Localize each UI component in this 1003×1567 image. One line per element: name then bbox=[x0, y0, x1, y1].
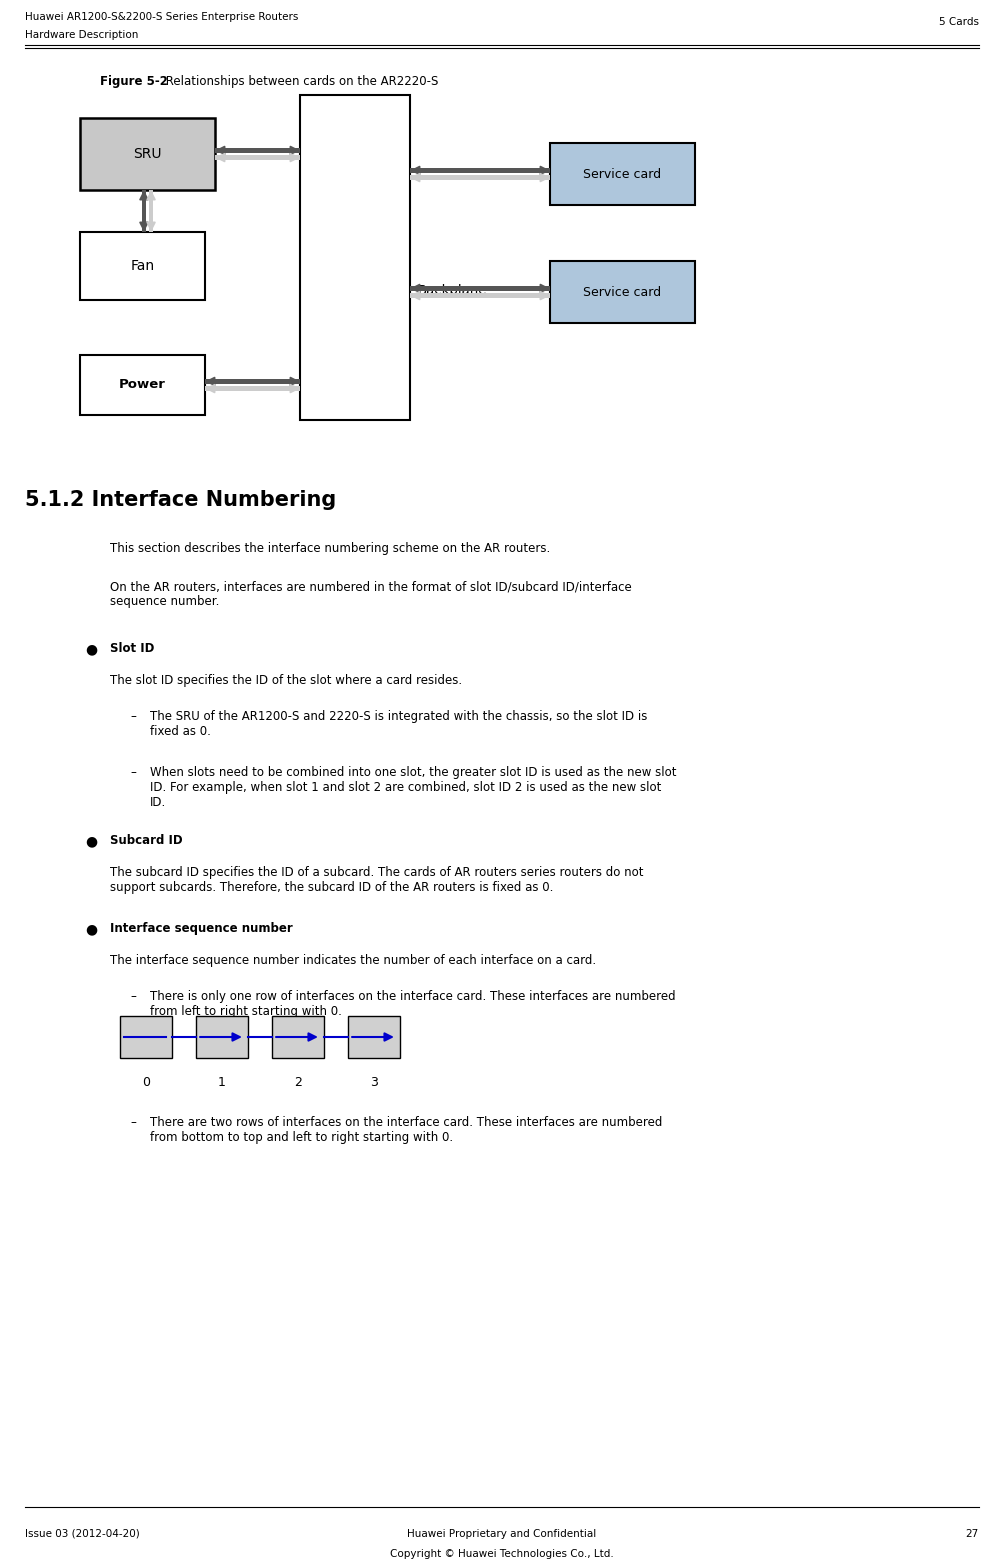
Text: –: – bbox=[129, 1116, 135, 1128]
Bar bbox=[196, 1015, 248, 1058]
Text: 1: 1 bbox=[218, 1077, 226, 1089]
Text: Slot ID: Slot ID bbox=[110, 642, 154, 655]
Text: Relationships between cards on the AR2220-S: Relationships between cards on the AR222… bbox=[161, 75, 438, 88]
Text: SRU: SRU bbox=[133, 147, 161, 161]
Bar bbox=[80, 356, 205, 415]
Text: Figure 5-2: Figure 5-2 bbox=[100, 75, 168, 88]
Bar bbox=[550, 262, 694, 323]
Bar bbox=[550, 143, 694, 205]
Text: 27: 27 bbox=[965, 1529, 978, 1539]
Text: Huawei AR1200-S&2200-S Series Enterprise Routers: Huawei AR1200-S&2200-S Series Enterprise… bbox=[25, 13, 298, 22]
Bar bbox=[348, 1015, 399, 1058]
Bar bbox=[409, 287, 550, 291]
Text: There is only one row of interfaces on the interface card. These interfaces are : There is only one row of interfaces on t… bbox=[149, 990, 675, 1019]
Text: Interface sequence number: Interface sequence number bbox=[110, 921, 293, 935]
Text: Huawei Proprietary and Confidential: Huawei Proprietary and Confidential bbox=[407, 1529, 596, 1539]
Text: Issue 03 (2012-04-20): Issue 03 (2012-04-20) bbox=[25, 1529, 139, 1539]
Text: There are two rows of interfaces on the interface card. These interfaces are num: There are two rows of interfaces on the … bbox=[149, 1116, 662, 1144]
Bar bbox=[80, 118, 215, 190]
Bar bbox=[272, 1015, 324, 1058]
Text: This section describes the interface numbering scheme on the AR routers.: This section describes the interface num… bbox=[110, 542, 550, 555]
Text: Service card: Service card bbox=[583, 285, 661, 298]
Text: The subcard ID specifies the ID of a subcard. The cards of AR routers series rou: The subcard ID specifies the ID of a sub… bbox=[110, 867, 643, 895]
Bar bbox=[215, 149, 300, 152]
Text: 5.1.2 Interface Numbering: 5.1.2 Interface Numbering bbox=[25, 490, 336, 509]
Bar bbox=[409, 176, 550, 180]
Text: ●: ● bbox=[85, 834, 97, 848]
Bar bbox=[148, 190, 153, 232]
Bar bbox=[300, 96, 409, 420]
Text: Fan: Fan bbox=[130, 259, 154, 273]
Text: 2: 2 bbox=[294, 1077, 302, 1089]
Bar bbox=[205, 379, 300, 384]
Text: Copyright © Huawei Technologies Co., Ltd.: Copyright © Huawei Technologies Co., Ltd… bbox=[390, 1550, 613, 1559]
Text: ●: ● bbox=[85, 921, 97, 935]
Text: 5 Cards: 5 Cards bbox=[938, 17, 978, 27]
Text: Backplane: Backplane bbox=[417, 284, 487, 296]
Text: When slots need to be combined into one slot, the greater slot ID is used as the: When slots need to be combined into one … bbox=[149, 766, 676, 809]
Bar bbox=[215, 155, 300, 160]
Text: 0: 0 bbox=[141, 1077, 149, 1089]
Text: On the AR routers, interfaces are numbered in the format of slot ID/subcard ID/i: On the AR routers, interfaces are number… bbox=[110, 580, 631, 608]
Bar bbox=[80, 232, 205, 299]
Text: The interface sequence number indicates the number of each interface on a card.: The interface sequence number indicates … bbox=[110, 954, 596, 967]
Text: Power: Power bbox=[119, 379, 165, 392]
Bar bbox=[205, 387, 300, 390]
Bar bbox=[409, 168, 550, 172]
Text: ●: ● bbox=[85, 642, 97, 657]
Text: –: – bbox=[129, 710, 135, 722]
Text: Hardware Description: Hardware Description bbox=[25, 30, 138, 41]
Text: –: – bbox=[129, 990, 135, 1003]
Text: Service card: Service card bbox=[583, 168, 661, 180]
Text: –: – bbox=[129, 766, 135, 779]
Bar bbox=[409, 293, 550, 298]
Text: The SRU of the AR1200-S and 2220-S is integrated with the chassis, so the slot I: The SRU of the AR1200-S and 2220-S is in… bbox=[149, 710, 647, 738]
Bar bbox=[120, 1015, 172, 1058]
Text: Subcard ID: Subcard ID bbox=[110, 834, 183, 848]
Text: 3: 3 bbox=[370, 1077, 377, 1089]
Text: The slot ID specifies the ID of the slot where a card resides.: The slot ID specifies the ID of the slot… bbox=[110, 674, 461, 686]
Bar bbox=[141, 190, 146, 232]
